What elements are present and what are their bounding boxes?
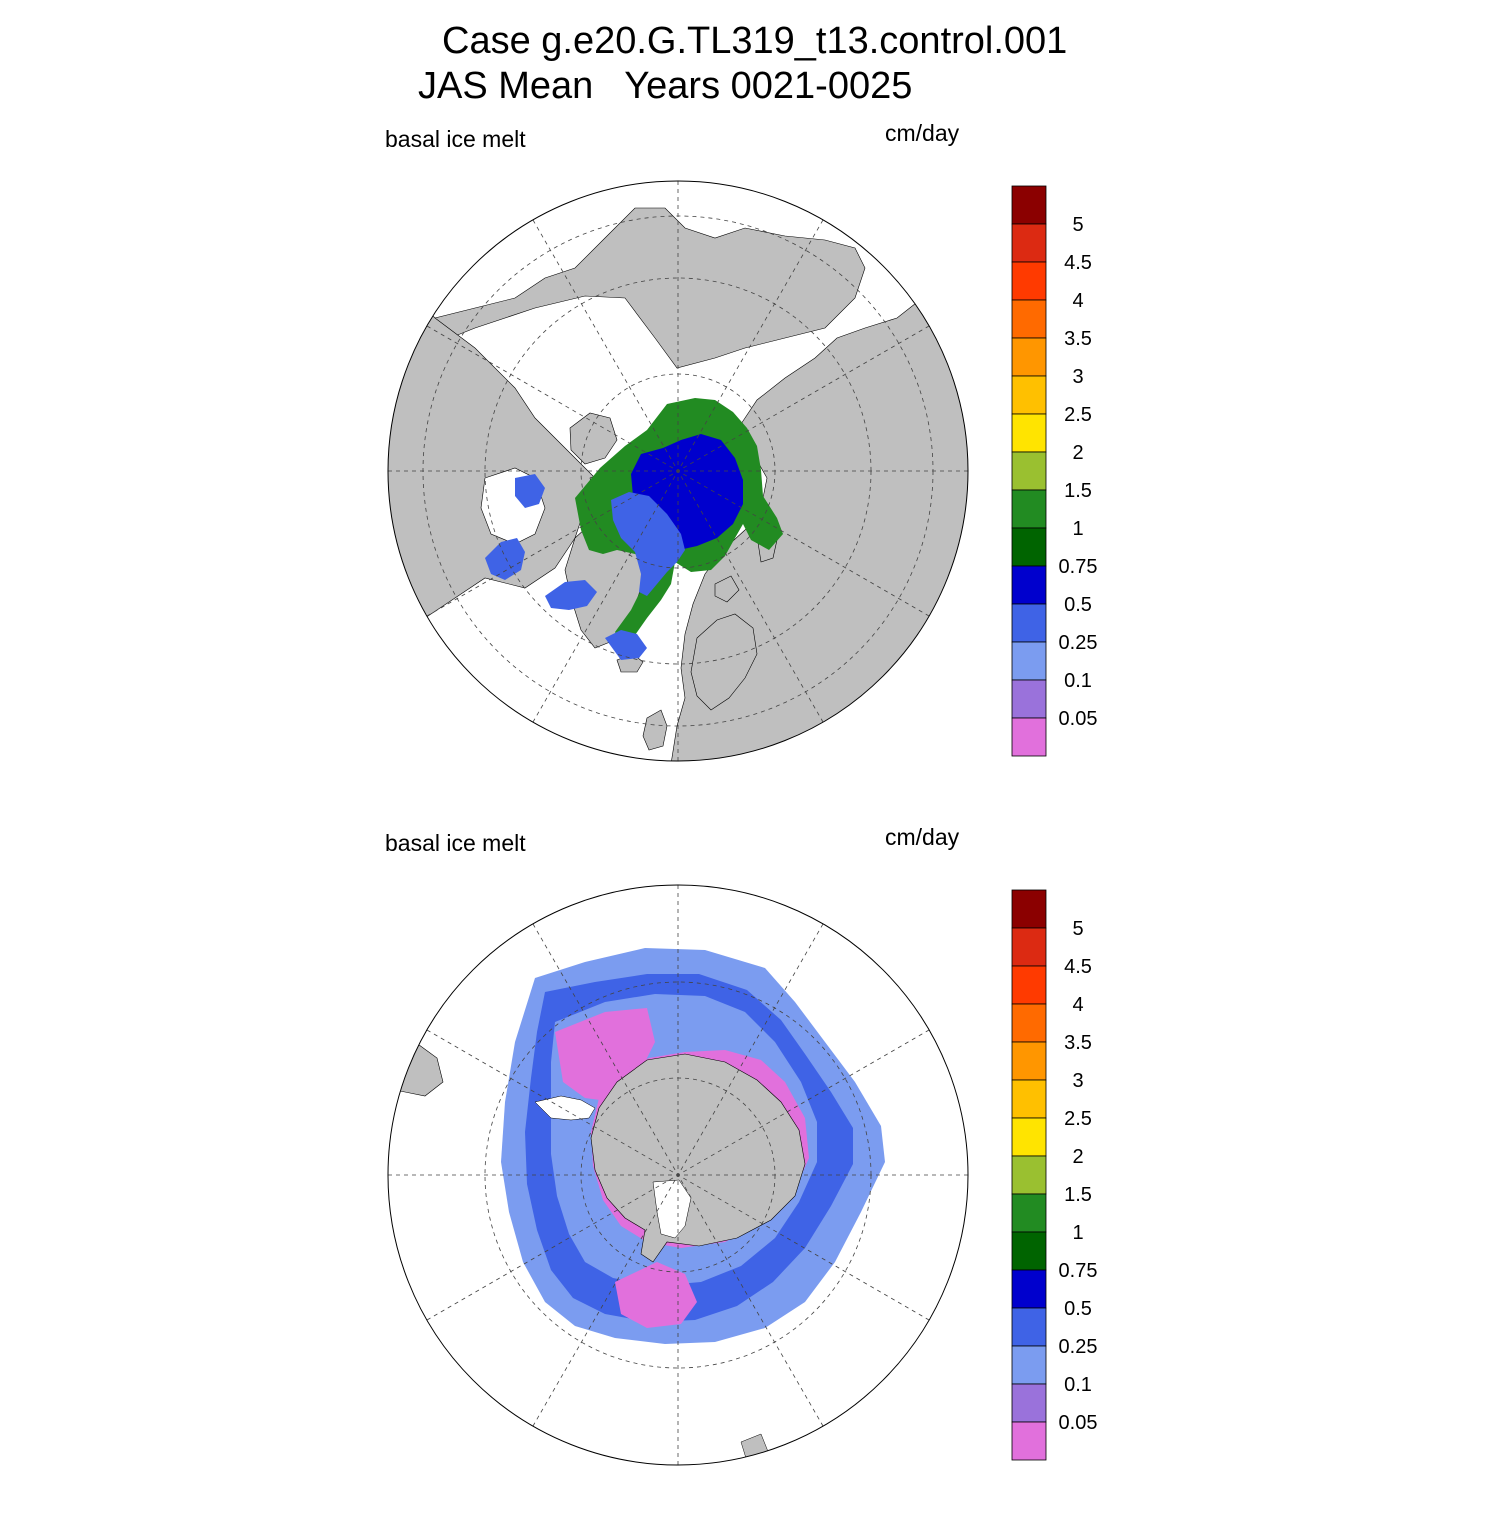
colorbar-swatch — [1011, 1307, 1047, 1347]
colorbar-tick-label: 1 — [1072, 518, 1083, 540]
colorbar-swatch — [1011, 1079, 1047, 1119]
colorbar-swatch — [1011, 965, 1047, 1005]
south-colorbar: 5 4.5 4 3.5 3 2.5 2 1.5 1 0.75 0.5 0.25 0.1 0.05 — [1011, 889, 1098, 1461]
colorbar-tick-label: 5 — [1072, 214, 1083, 236]
colorbar-swatch — [1011, 1383, 1047, 1423]
colorbar-tick-label: 0.25 — [1059, 632, 1098, 654]
colorbar-swatch — [1011, 337, 1047, 377]
figure-title-case: Case g.e20.G.TL319_t13.control.001 — [442, 20, 1068, 62]
colorbar-tick-label: 0.1 — [1064, 1374, 1092, 1396]
colorbar-tick-label: 0.5 — [1064, 1298, 1092, 1320]
colorbar-swatch — [1011, 527, 1047, 567]
colorbar-tick-label: 0.05 — [1059, 708, 1098, 730]
colorbar-tick-label: 2 — [1072, 442, 1083, 464]
colorbar-swatch — [1011, 717, 1047, 757]
colorbar-swatch — [1011, 375, 1047, 415]
colorbar-swatch — [1011, 1421, 1047, 1461]
colorbar-tick-label: 0.75 — [1059, 556, 1098, 578]
colorbar-tick-label: 3.5 — [1064, 328, 1092, 350]
colorbar-tick-label: 0.1 — [1064, 670, 1092, 692]
colorbar-tick-label: 5 — [1072, 918, 1083, 940]
colorbar-swatch — [1011, 927, 1047, 967]
north-basal-melt-field — [485, 398, 783, 660]
south-variable-label: basal ice melt — [385, 830, 526, 856]
colorbar-tick-label: 4 — [1072, 994, 1083, 1016]
colorbar-tick-label: 3.5 — [1064, 1032, 1092, 1054]
colorbar-swatch — [1011, 889, 1047, 929]
colorbar-swatch — [1011, 451, 1047, 491]
north-graticule — [388, 181, 968, 761]
colorbar-swatch — [1011, 641, 1047, 681]
colorbar-tick-label: 0.75 — [1059, 1260, 1098, 1282]
colorbar-tick-label: 1 — [1072, 1222, 1083, 1244]
north-unit-label: cm/day — [885, 120, 960, 146]
colorbar-swatch — [1011, 1269, 1047, 1309]
colorbar-swatch — [1011, 489, 1047, 529]
south-polar-map — [387, 884, 969, 1466]
colorbar-swatch — [1011, 299, 1047, 339]
north-colorbar: 5 4.5 4 3.5 3 2.5 2 1.5 1 0.75 0.5 0.25 0.1 0.05 — [1011, 185, 1098, 757]
colorbar-swatch — [1011, 223, 1047, 263]
north-polar-map — [387, 180, 969, 762]
colorbar-swatch — [1011, 603, 1047, 643]
north-variable-label: basal ice melt — [385, 126, 526, 152]
colorbar-swatch — [1011, 679, 1047, 719]
colorbar-swatch — [1011, 185, 1047, 225]
colorbar-tick-label: 1.5 — [1064, 480, 1092, 502]
colorbar-swatch — [1011, 1193, 1047, 1233]
colorbar-swatch — [1011, 1117, 1047, 1157]
colorbar-tick-label: 0.25 — [1059, 1336, 1098, 1358]
colorbar-tick-label: 3 — [1072, 366, 1083, 388]
colorbar-swatch — [1011, 1231, 1047, 1271]
colorbar-tick-label: 0.05 — [1059, 1412, 1098, 1434]
colorbar-tick-label: 4 — [1072, 290, 1083, 312]
colorbar-tick-label: 4.5 — [1064, 956, 1092, 978]
south-panel: basal ice melt cm/day — [0, 822, 1500, 1527]
antarctica-land — [590, 1053, 806, 1263]
colorbar-swatch — [1011, 261, 1047, 301]
colorbar-tick-label: 1.5 — [1064, 1184, 1092, 1206]
colorbar-swatch — [1011, 1155, 1047, 1195]
figure-title-period: JAS Mean Years 0021-0025 — [418, 65, 913, 107]
colorbar-tick-label: 0.5 — [1064, 594, 1092, 616]
colorbar-swatch — [1011, 1003, 1047, 1043]
colorbar-tick-label: 4.5 — [1064, 252, 1092, 274]
south-graticule — [388, 885, 968, 1465]
colorbar-tick-label: 2 — [1072, 1146, 1083, 1168]
colorbar-swatch — [1011, 1041, 1047, 1081]
colorbar-swatch — [1011, 565, 1047, 605]
south-unit-label: cm/day — [885, 824, 960, 850]
colorbar-swatch — [1011, 1345, 1047, 1385]
colorbar-tick-label: 2.5 — [1064, 404, 1092, 426]
north-panel: basal ice melt cm/day — [0, 118, 1500, 823]
colorbar-tick-label: 2.5 — [1064, 1108, 1092, 1130]
colorbar-swatch — [1011, 413, 1047, 453]
colorbar-tick-label: 3 — [1072, 1070, 1083, 1092]
